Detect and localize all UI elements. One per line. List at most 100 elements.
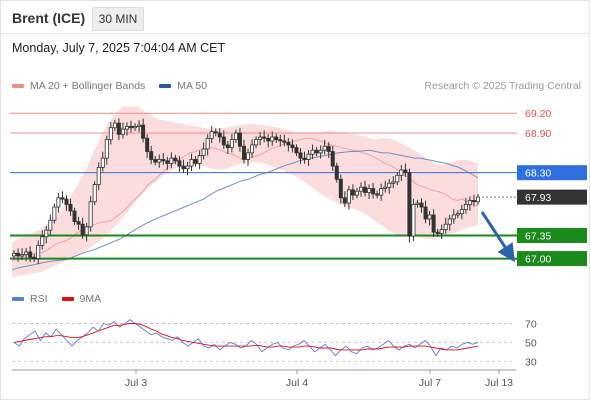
candle-body bbox=[153, 159, 158, 163]
candle-body bbox=[213, 131, 218, 134]
current-price-label: 67.93 bbox=[525, 192, 551, 204]
candle-body bbox=[431, 214, 436, 233]
candle-body bbox=[137, 124, 142, 127]
price-legend: MA 20 + Bollinger Bands MA 50 bbox=[12, 80, 207, 92]
candle-body bbox=[72, 210, 77, 222]
candle-body bbox=[290, 144, 295, 148]
instrument-title: Brent (ICE) bbox=[12, 10, 86, 26]
candle-body bbox=[40, 236, 45, 246]
candle-body bbox=[24, 251, 29, 256]
candle-body bbox=[246, 152, 251, 160]
candle-body bbox=[165, 160, 170, 164]
candle-body bbox=[217, 132, 222, 138]
candle-body bbox=[274, 136, 279, 141]
candle-body bbox=[145, 137, 150, 152]
candle-body bbox=[379, 188, 384, 196]
x-tick-label: Jul 4 bbox=[286, 377, 308, 389]
candle-body bbox=[157, 159, 162, 163]
rsi-legend-label: RSI bbox=[30, 293, 48, 305]
candle-body bbox=[209, 131, 214, 139]
candle-body bbox=[371, 188, 376, 195]
candle-body bbox=[463, 203, 468, 211]
rsi-ma-line bbox=[13, 323, 479, 351]
candle-body bbox=[60, 197, 65, 200]
candle-body bbox=[439, 229, 444, 234]
candle-body bbox=[56, 197, 61, 208]
candle-body bbox=[375, 193, 380, 196]
candle-body bbox=[407, 172, 412, 237]
candle-body bbox=[334, 165, 339, 180]
ma50-legend-label: MA 50 bbox=[177, 80, 208, 92]
candle-body bbox=[84, 226, 89, 236]
current-price-label-box bbox=[517, 189, 587, 205]
candle-body bbox=[68, 203, 73, 212]
candle-body bbox=[403, 169, 408, 174]
candle-body bbox=[104, 139, 109, 159]
rsi-line bbox=[13, 319, 479, 357]
candle-body bbox=[302, 157, 307, 160]
candle-body bbox=[411, 203, 416, 237]
candle-body bbox=[221, 136, 226, 146]
candle-body bbox=[475, 196, 480, 203]
candle-body bbox=[415, 202, 420, 205]
candle-body bbox=[32, 256, 37, 259]
candle-body bbox=[124, 126, 129, 130]
candle-body bbox=[459, 209, 464, 215]
candle-body bbox=[201, 148, 206, 156]
candle-body bbox=[387, 182, 392, 188]
candle-body bbox=[338, 178, 343, 199]
header-divider bbox=[0, 33, 590, 34]
candle-body bbox=[149, 151, 154, 160]
pivot-line-label-box bbox=[517, 165, 587, 181]
x-tick-label: Jul 13 bbox=[485, 377, 513, 389]
rsi-legend: RSI 9MA bbox=[12, 293, 101, 305]
rsi-tick-label: 30 bbox=[525, 356, 537, 368]
candle-body bbox=[286, 141, 291, 146]
candle-body bbox=[399, 169, 404, 176]
candle-body bbox=[129, 126, 134, 129]
candle-body bbox=[258, 136, 263, 141]
rsi-ma-swatch bbox=[61, 297, 74, 301]
bollinger-band-fill bbox=[12, 106, 478, 278]
candle-body bbox=[36, 244, 41, 259]
candle-body bbox=[383, 186, 388, 189]
candle-body bbox=[112, 122, 117, 129]
candle-body bbox=[237, 132, 242, 147]
candle-body bbox=[367, 188, 372, 193]
candles bbox=[11, 118, 480, 265]
candle-body bbox=[233, 132, 238, 141]
candle-body bbox=[395, 174, 400, 183]
candle-body bbox=[92, 184, 97, 203]
support-line-label: 67.00 bbox=[525, 254, 551, 266]
bollinger-legend-label: MA 20 + Bollinger Bands bbox=[30, 80, 146, 92]
candle-body bbox=[120, 128, 125, 135]
candle-body bbox=[205, 137, 210, 150]
candle-body bbox=[141, 124, 146, 139]
candle-body bbox=[169, 157, 174, 164]
pivot-line-label: 68.30 bbox=[525, 168, 551, 180]
candle-body bbox=[80, 223, 85, 236]
rsi-swatch bbox=[12, 297, 24, 301]
candle-body bbox=[467, 200, 472, 205]
bollinger-swatch bbox=[12, 84, 24, 88]
candle-body bbox=[346, 189, 351, 204]
candle-body bbox=[282, 140, 287, 143]
candle-body bbox=[471, 200, 476, 203]
candle-body bbox=[161, 159, 166, 162]
candle-body bbox=[350, 189, 355, 196]
candle-body bbox=[229, 139, 234, 148]
x-tick-label: Jul 7 bbox=[419, 377, 441, 389]
candle-body bbox=[28, 251, 33, 258]
candle-body bbox=[116, 122, 121, 135]
candle-body bbox=[391, 181, 396, 184]
candle-body bbox=[197, 155, 202, 164]
candle-body bbox=[278, 139, 283, 142]
candle-body bbox=[241, 145, 246, 160]
candle-body bbox=[52, 206, 57, 221]
candle-body bbox=[20, 254, 25, 257]
candle-body bbox=[64, 198, 69, 205]
timeframe-button[interactable]: 30 MIN bbox=[92, 7, 144, 31]
candle-body bbox=[447, 218, 452, 225]
candle-body bbox=[330, 151, 335, 167]
